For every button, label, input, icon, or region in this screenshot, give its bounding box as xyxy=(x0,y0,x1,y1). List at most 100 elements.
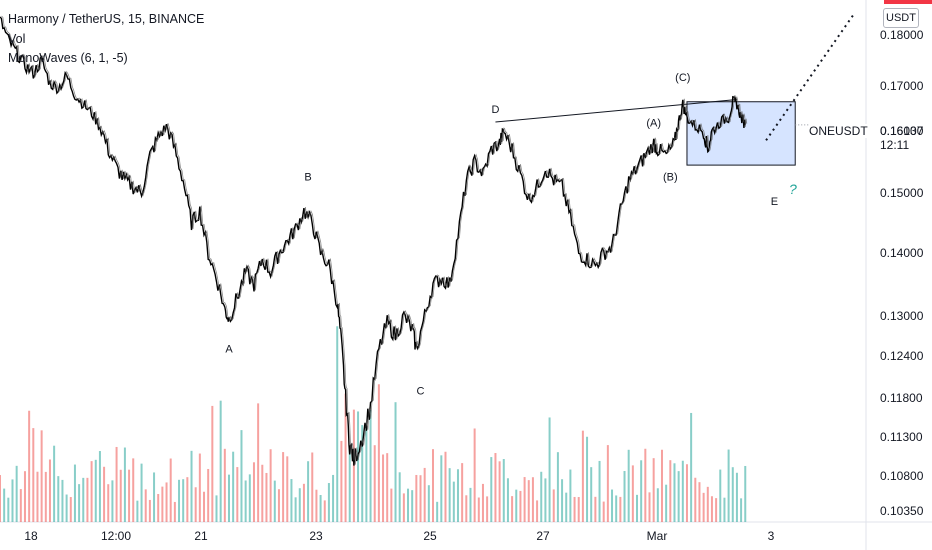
volume-bar xyxy=(419,475,422,522)
volume-bar xyxy=(744,465,747,522)
volume-bar xyxy=(323,500,326,522)
volume-bar xyxy=(677,471,680,522)
current-price-value: 0.16137 xyxy=(880,124,924,138)
wave-label-A: A xyxy=(225,344,233,356)
volume-bar xyxy=(456,469,459,522)
volume-bar xyxy=(506,478,509,522)
volume-bar xyxy=(169,458,172,522)
volume-bar xyxy=(273,480,276,522)
volume-bar xyxy=(148,499,151,522)
time-tick-label: 25 xyxy=(423,529,437,543)
volume-bar xyxy=(498,461,501,522)
volume-bar xyxy=(502,459,505,522)
volume-bar xyxy=(344,393,347,522)
volume-bar xyxy=(673,463,676,522)
volume-legend[interactable]: Vol xyxy=(8,31,26,46)
indicator-legend[interactable]: MonoWaves (6, 1, -5) xyxy=(8,51,128,65)
volume-bar xyxy=(523,477,526,522)
volume-bar xyxy=(123,447,126,522)
price-tick-label: 0.15000 xyxy=(880,186,924,200)
volume-bar xyxy=(48,459,51,522)
price-tick-label: 0.12400 xyxy=(880,349,924,363)
volume-bar xyxy=(140,463,143,522)
volume-bar xyxy=(15,465,18,522)
volume-bar xyxy=(178,479,181,522)
volume-bar xyxy=(28,410,31,522)
volume-bar xyxy=(436,501,439,522)
volume-bar xyxy=(373,445,376,522)
volume-bar xyxy=(623,470,626,522)
volume-bar xyxy=(452,481,455,522)
volume-bar xyxy=(611,489,614,522)
time-tick-label: Mar xyxy=(647,529,668,543)
volume-bar xyxy=(511,496,514,522)
price-tick-label: 0.11800 xyxy=(880,391,923,405)
volume-bar xyxy=(44,471,47,522)
volume-bar xyxy=(136,500,139,522)
volume-bar xyxy=(586,436,589,522)
time-tick-label: 21 xyxy=(194,529,208,543)
trendline[interactable] xyxy=(495,99,737,123)
volume-bar xyxy=(715,498,718,522)
volume-bar xyxy=(107,484,110,522)
volume-bar xyxy=(319,495,322,522)
volume-bar xyxy=(369,410,372,522)
volume-bar xyxy=(644,448,647,522)
volume-bar xyxy=(244,480,247,522)
price-tick-label: 0.11300 xyxy=(880,430,923,444)
volume-bar xyxy=(494,453,497,522)
volume-bar xyxy=(315,489,318,522)
resistance-line xyxy=(495,99,737,123)
volume-bar xyxy=(119,469,122,522)
volume-bar xyxy=(257,403,260,522)
volume-bar xyxy=(111,480,114,522)
volume-bar xyxy=(336,326,339,522)
volume-bar xyxy=(348,446,351,522)
volume-bar xyxy=(298,488,301,522)
price-line xyxy=(0,16,746,466)
volume-bar xyxy=(153,472,156,522)
volume-bar xyxy=(615,495,618,522)
volume-bar xyxy=(619,496,622,522)
volume-bar xyxy=(290,479,293,522)
volume-bar xyxy=(90,461,93,522)
volume-bar xyxy=(98,451,101,522)
symbol-title[interactable]: Harmony / TetherUS, 15, BINANCE xyxy=(8,12,205,26)
volume-bar xyxy=(311,452,314,522)
projection-line[interactable] xyxy=(765,14,866,141)
volume-bar xyxy=(19,489,22,522)
volume-bar xyxy=(448,468,451,522)
wave-label-C: C xyxy=(417,386,425,398)
volume-bar xyxy=(544,478,547,522)
volume-bar xyxy=(94,459,97,522)
volume-bar xyxy=(73,464,76,522)
volume-bar xyxy=(606,445,609,522)
volume-bar xyxy=(23,471,26,522)
current-price-label: 0.16137 12:11 xyxy=(880,124,923,152)
volume-bar xyxy=(432,449,434,522)
volume-bar xyxy=(115,446,118,522)
volume-bar xyxy=(490,457,493,522)
price-axis[interactable]: 0.18000 0.17000 0.16000 0.15000 0.14000 0.130… xyxy=(880,28,924,518)
volume-bar xyxy=(132,458,135,522)
time-axis[interactable]: 18 12:00 21 23 25 27 Mar 3 xyxy=(24,529,774,543)
currency-button[interactable]: USDT xyxy=(883,8,919,28)
volume-bar xyxy=(82,477,85,522)
volume-bar xyxy=(386,453,389,522)
volume-bar xyxy=(690,412,693,522)
volume-bar xyxy=(631,465,634,522)
volume-bar xyxy=(332,474,335,522)
volume-bar xyxy=(398,472,401,522)
bar-countdown: 12:11 xyxy=(880,138,910,152)
volume-bar xyxy=(561,479,564,522)
volume-bar xyxy=(365,425,368,522)
volume-bar xyxy=(223,448,226,522)
volume-bar xyxy=(103,466,106,522)
volume-bar xyxy=(382,454,385,522)
volume-bar xyxy=(194,487,197,522)
volume-bar xyxy=(577,497,580,522)
volume-bar xyxy=(594,496,597,522)
volume-bar xyxy=(536,500,539,522)
volume-bar xyxy=(161,486,164,522)
